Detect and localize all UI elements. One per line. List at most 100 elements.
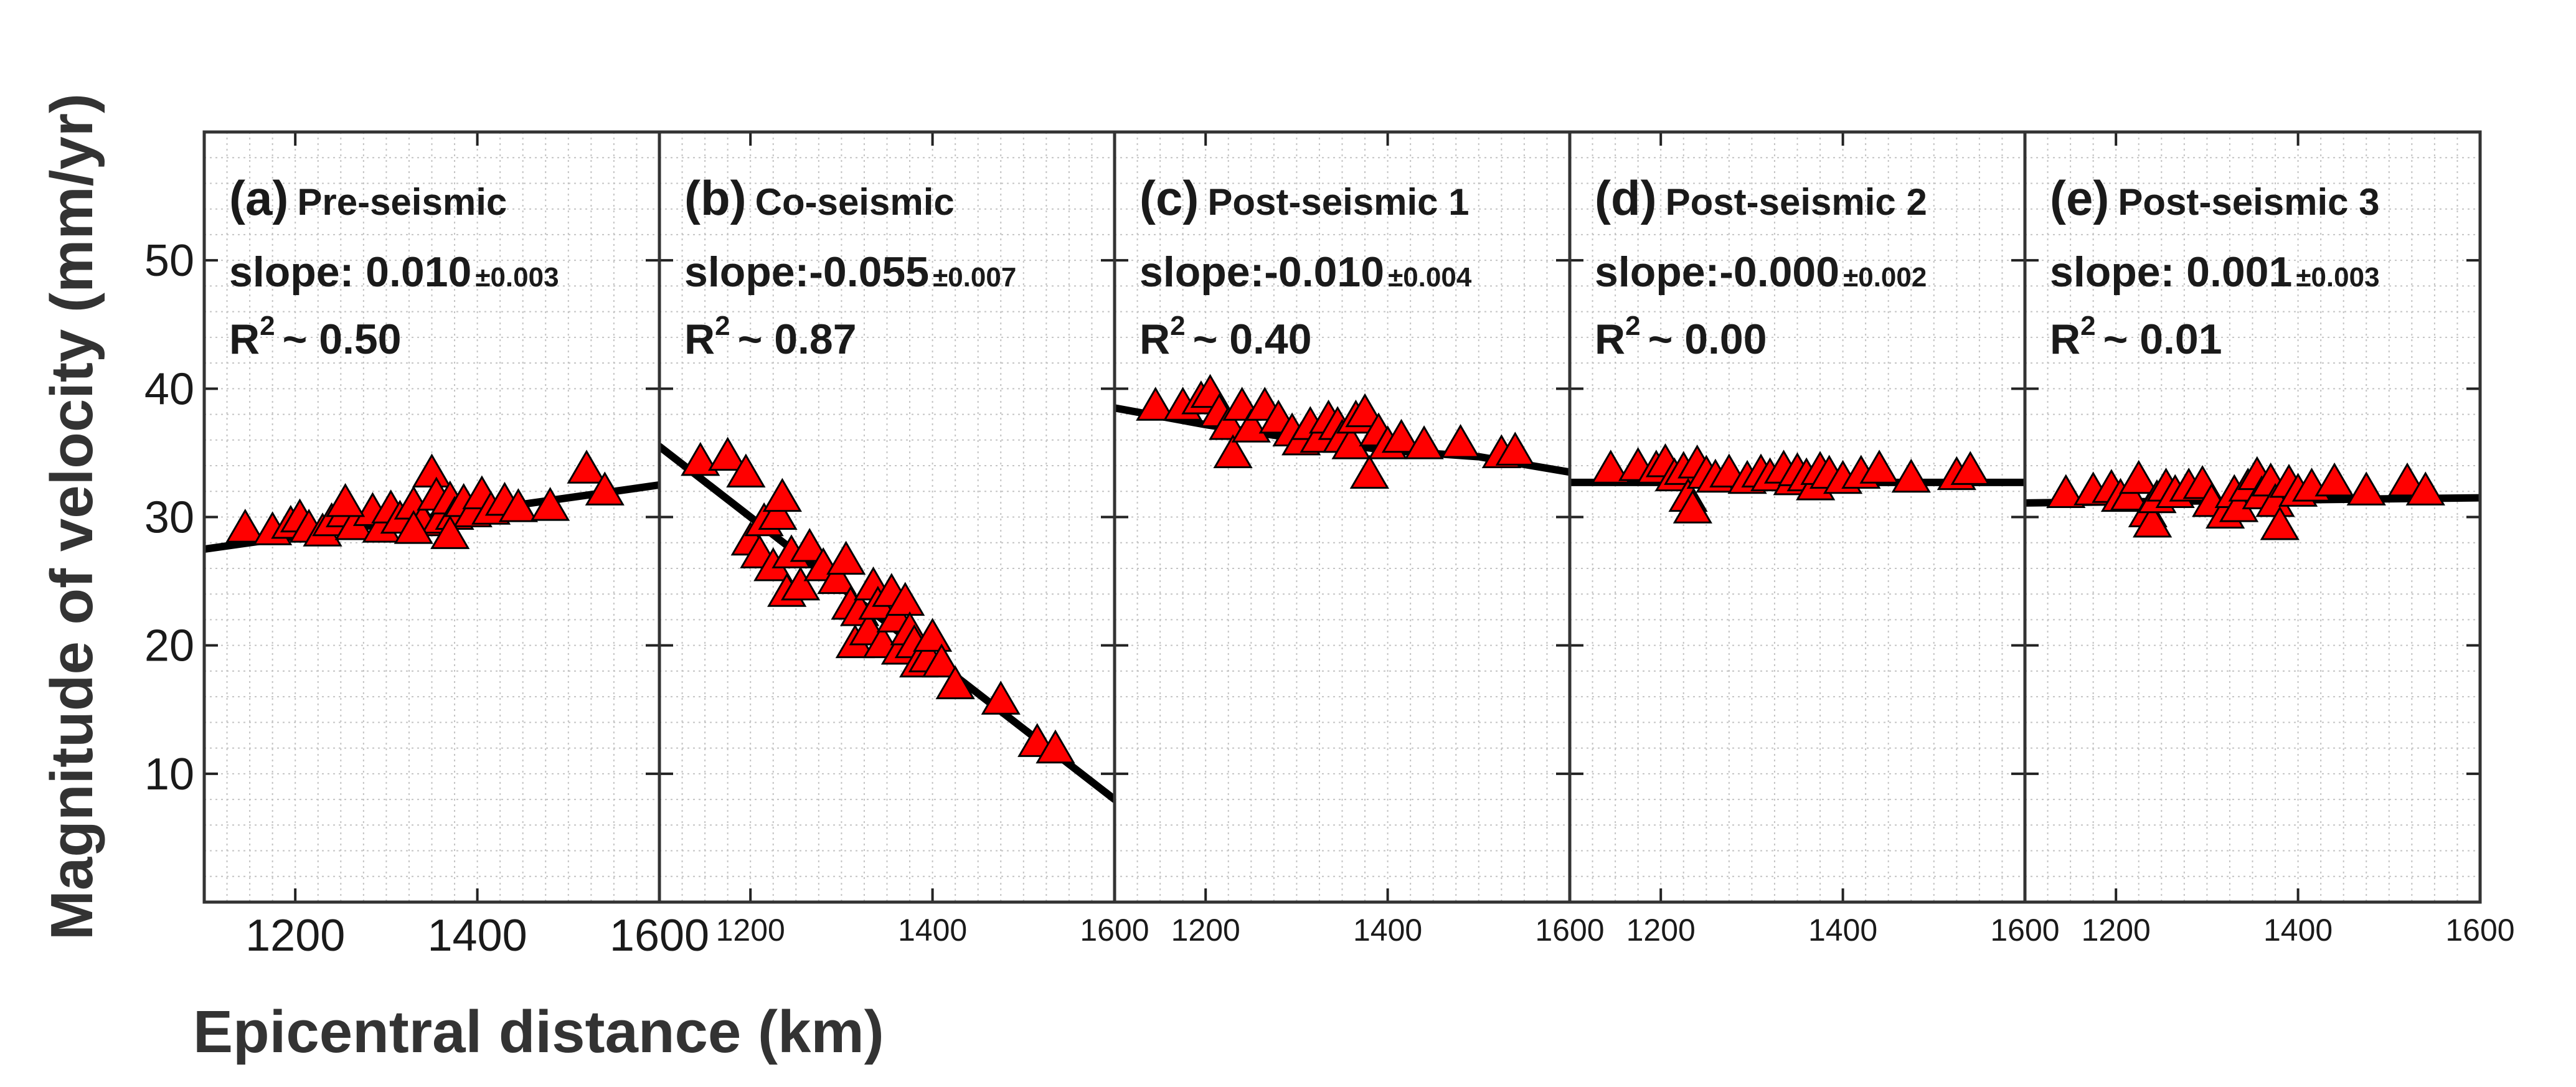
- data-point: [708, 436, 748, 471]
- panel-name: Post-seismic 3: [2118, 181, 2379, 223]
- data-point: [826, 540, 866, 575]
- data-point: [681, 441, 720, 476]
- panel-title: (b) Co-seismic: [684, 171, 955, 225]
- panel-name: Pre-seismic: [297, 181, 507, 223]
- r2-superscript: 2: [2080, 311, 2095, 341]
- panel-letter: (b): [684, 171, 747, 225]
- y-tick-label: 10: [144, 750, 194, 799]
- data-point: [2346, 471, 2386, 506]
- data-point: [567, 449, 606, 484]
- data-point: [1440, 424, 1481, 458]
- slope-error: ±0.003: [2296, 262, 2379, 293]
- panel-e: 1200 1400 1600 (e) Post-seismic 3 slope: 0.00…: [2023, 130, 2515, 948]
- data-point: [1673, 489, 1712, 524]
- y-tick-label: 40: [144, 364, 194, 414]
- r2-symbol: R: [684, 316, 715, 363]
- data-point: [1859, 449, 1899, 484]
- data-point: [430, 515, 470, 549]
- x-tick-label: 1600: [1080, 913, 1149, 948]
- x-tick-label: 1200: [245, 911, 345, 961]
- data-point: [1495, 431, 1535, 466]
- r2-superscript: 2: [260, 311, 275, 341]
- panel-frame: [2023, 130, 2482, 904]
- x-tick-label: 1600: [1535, 913, 1604, 948]
- data-point: [1381, 418, 1422, 453]
- data-point: [2314, 462, 2354, 497]
- panel-background: [1570, 132, 2025, 902]
- panel-c: 1200 1400 1600 (c) Post-seismic 1 slope:-0.01…: [1113, 130, 1605, 948]
- data-point: [2133, 503, 2173, 538]
- panel-name: Post-seismic 2: [1666, 181, 1927, 223]
- x-tick-label: 1600: [610, 911, 709, 961]
- panel-letter: (a): [229, 171, 288, 225]
- x-tick-label: 1400: [898, 913, 967, 948]
- data-point: [1891, 458, 1931, 493]
- slope-value: slope:-0.000: [1595, 248, 1839, 296]
- r2-superscript: 2: [1170, 311, 1185, 341]
- r2-annotation: R2 ~ 0.00: [1595, 311, 1767, 363]
- panel-name: Co-seismic: [755, 181, 955, 223]
- data-point: [1209, 406, 1248, 440]
- slope-value: slope: 0.001: [2050, 248, 2292, 296]
- slope-annotation: slope:-0.010 ±0.004: [1139, 248, 1472, 296]
- data-point: [2110, 476, 2149, 511]
- data-point: [1136, 387, 1176, 421]
- panel-title: (a) Pre-seismic: [229, 171, 507, 225]
- x-axis-label: Epicentral distance (km): [193, 999, 884, 1065]
- y-axis-label: Magnitude of velocity (mm/yr): [39, 93, 105, 940]
- x-tick-label: 1400: [1808, 913, 1877, 948]
- data-point: [912, 618, 953, 652]
- panel-letter: (d): [1595, 171, 1657, 225]
- panel-name: Post-seismic 1: [1207, 181, 1469, 223]
- panel-background: [659, 132, 1115, 902]
- data-point: [790, 528, 829, 562]
- data-point: [762, 478, 802, 512]
- data-point: [1036, 729, 1075, 764]
- r2-annotation: R2 ~ 0.01: [2050, 311, 2222, 363]
- panel-title: (d) Post-seismic 2: [1595, 171, 1927, 225]
- data-point: [1231, 408, 1271, 443]
- data-point: [1345, 393, 1385, 428]
- panel-title: (e) Post-seismic 3: [2050, 171, 2380, 225]
- x-tick-label: 1200: [716, 913, 785, 948]
- data-point: [2405, 471, 2445, 506]
- data-point: [922, 643, 961, 678]
- y-tick-label: 20: [144, 621, 194, 671]
- r2-value: ~ 0.40: [1193, 316, 1312, 363]
- r2-annotation: R2 ~ 0.40: [1139, 311, 1312, 363]
- x-tick-label: 1200: [2082, 913, 2151, 948]
- r2-value: ~ 0.01: [2103, 316, 2222, 363]
- slope-error: ±0.004: [1388, 262, 1472, 293]
- data-point: [498, 488, 538, 522]
- x-tick-label: 1400: [1353, 913, 1422, 948]
- slope-error: ±0.007: [933, 262, 1016, 293]
- panel-a: 1200 1400 1600 10 20 30 40 50 (a) Pre-seismic slop…: [144, 130, 709, 961]
- y-tick-label: 50: [144, 236, 194, 286]
- data-point: [1331, 425, 1371, 459]
- data-point: [394, 510, 433, 544]
- slope-annotation: slope:-0.055 ±0.007: [684, 248, 1016, 296]
- r2-value: ~ 0.00: [1648, 316, 1767, 363]
- data-point: [981, 680, 1021, 715]
- r2-annotation: R2 ~ 0.50: [229, 311, 402, 363]
- data-point: [758, 496, 798, 530]
- slope-value: slope:-0.010: [1139, 248, 1384, 296]
- data-point: [530, 487, 570, 521]
- r2-superscript: 2: [715, 311, 730, 341]
- x-tick-label: 1200: [1626, 913, 1696, 948]
- r2-value: ~ 0.87: [738, 316, 857, 363]
- data-point: [726, 453, 766, 487]
- panel-title: (c) Post-seismic 1: [1139, 171, 1470, 225]
- r2-superscript: 2: [1625, 311, 1640, 341]
- data-point: [1404, 425, 1444, 459]
- data-point: [885, 581, 925, 616]
- data-point: [1950, 451, 1990, 485]
- r2-symbol: R: [1139, 316, 1170, 363]
- data-point: [2260, 506, 2300, 540]
- panel-background: [1115, 132, 1570, 902]
- data-point: [781, 566, 821, 601]
- r2-symbol: R: [2050, 316, 2080, 363]
- panel-letter: (c): [1139, 171, 1199, 225]
- y-tick-label: 30: [144, 493, 194, 543]
